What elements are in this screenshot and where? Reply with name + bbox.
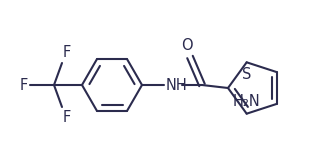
Text: F: F xyxy=(20,77,28,93)
Text: F: F xyxy=(63,110,71,125)
Text: F: F xyxy=(63,45,71,60)
Text: O: O xyxy=(181,38,193,53)
Text: S: S xyxy=(242,67,251,82)
Text: NH: NH xyxy=(166,77,188,93)
Text: H₂N: H₂N xyxy=(233,94,261,109)
